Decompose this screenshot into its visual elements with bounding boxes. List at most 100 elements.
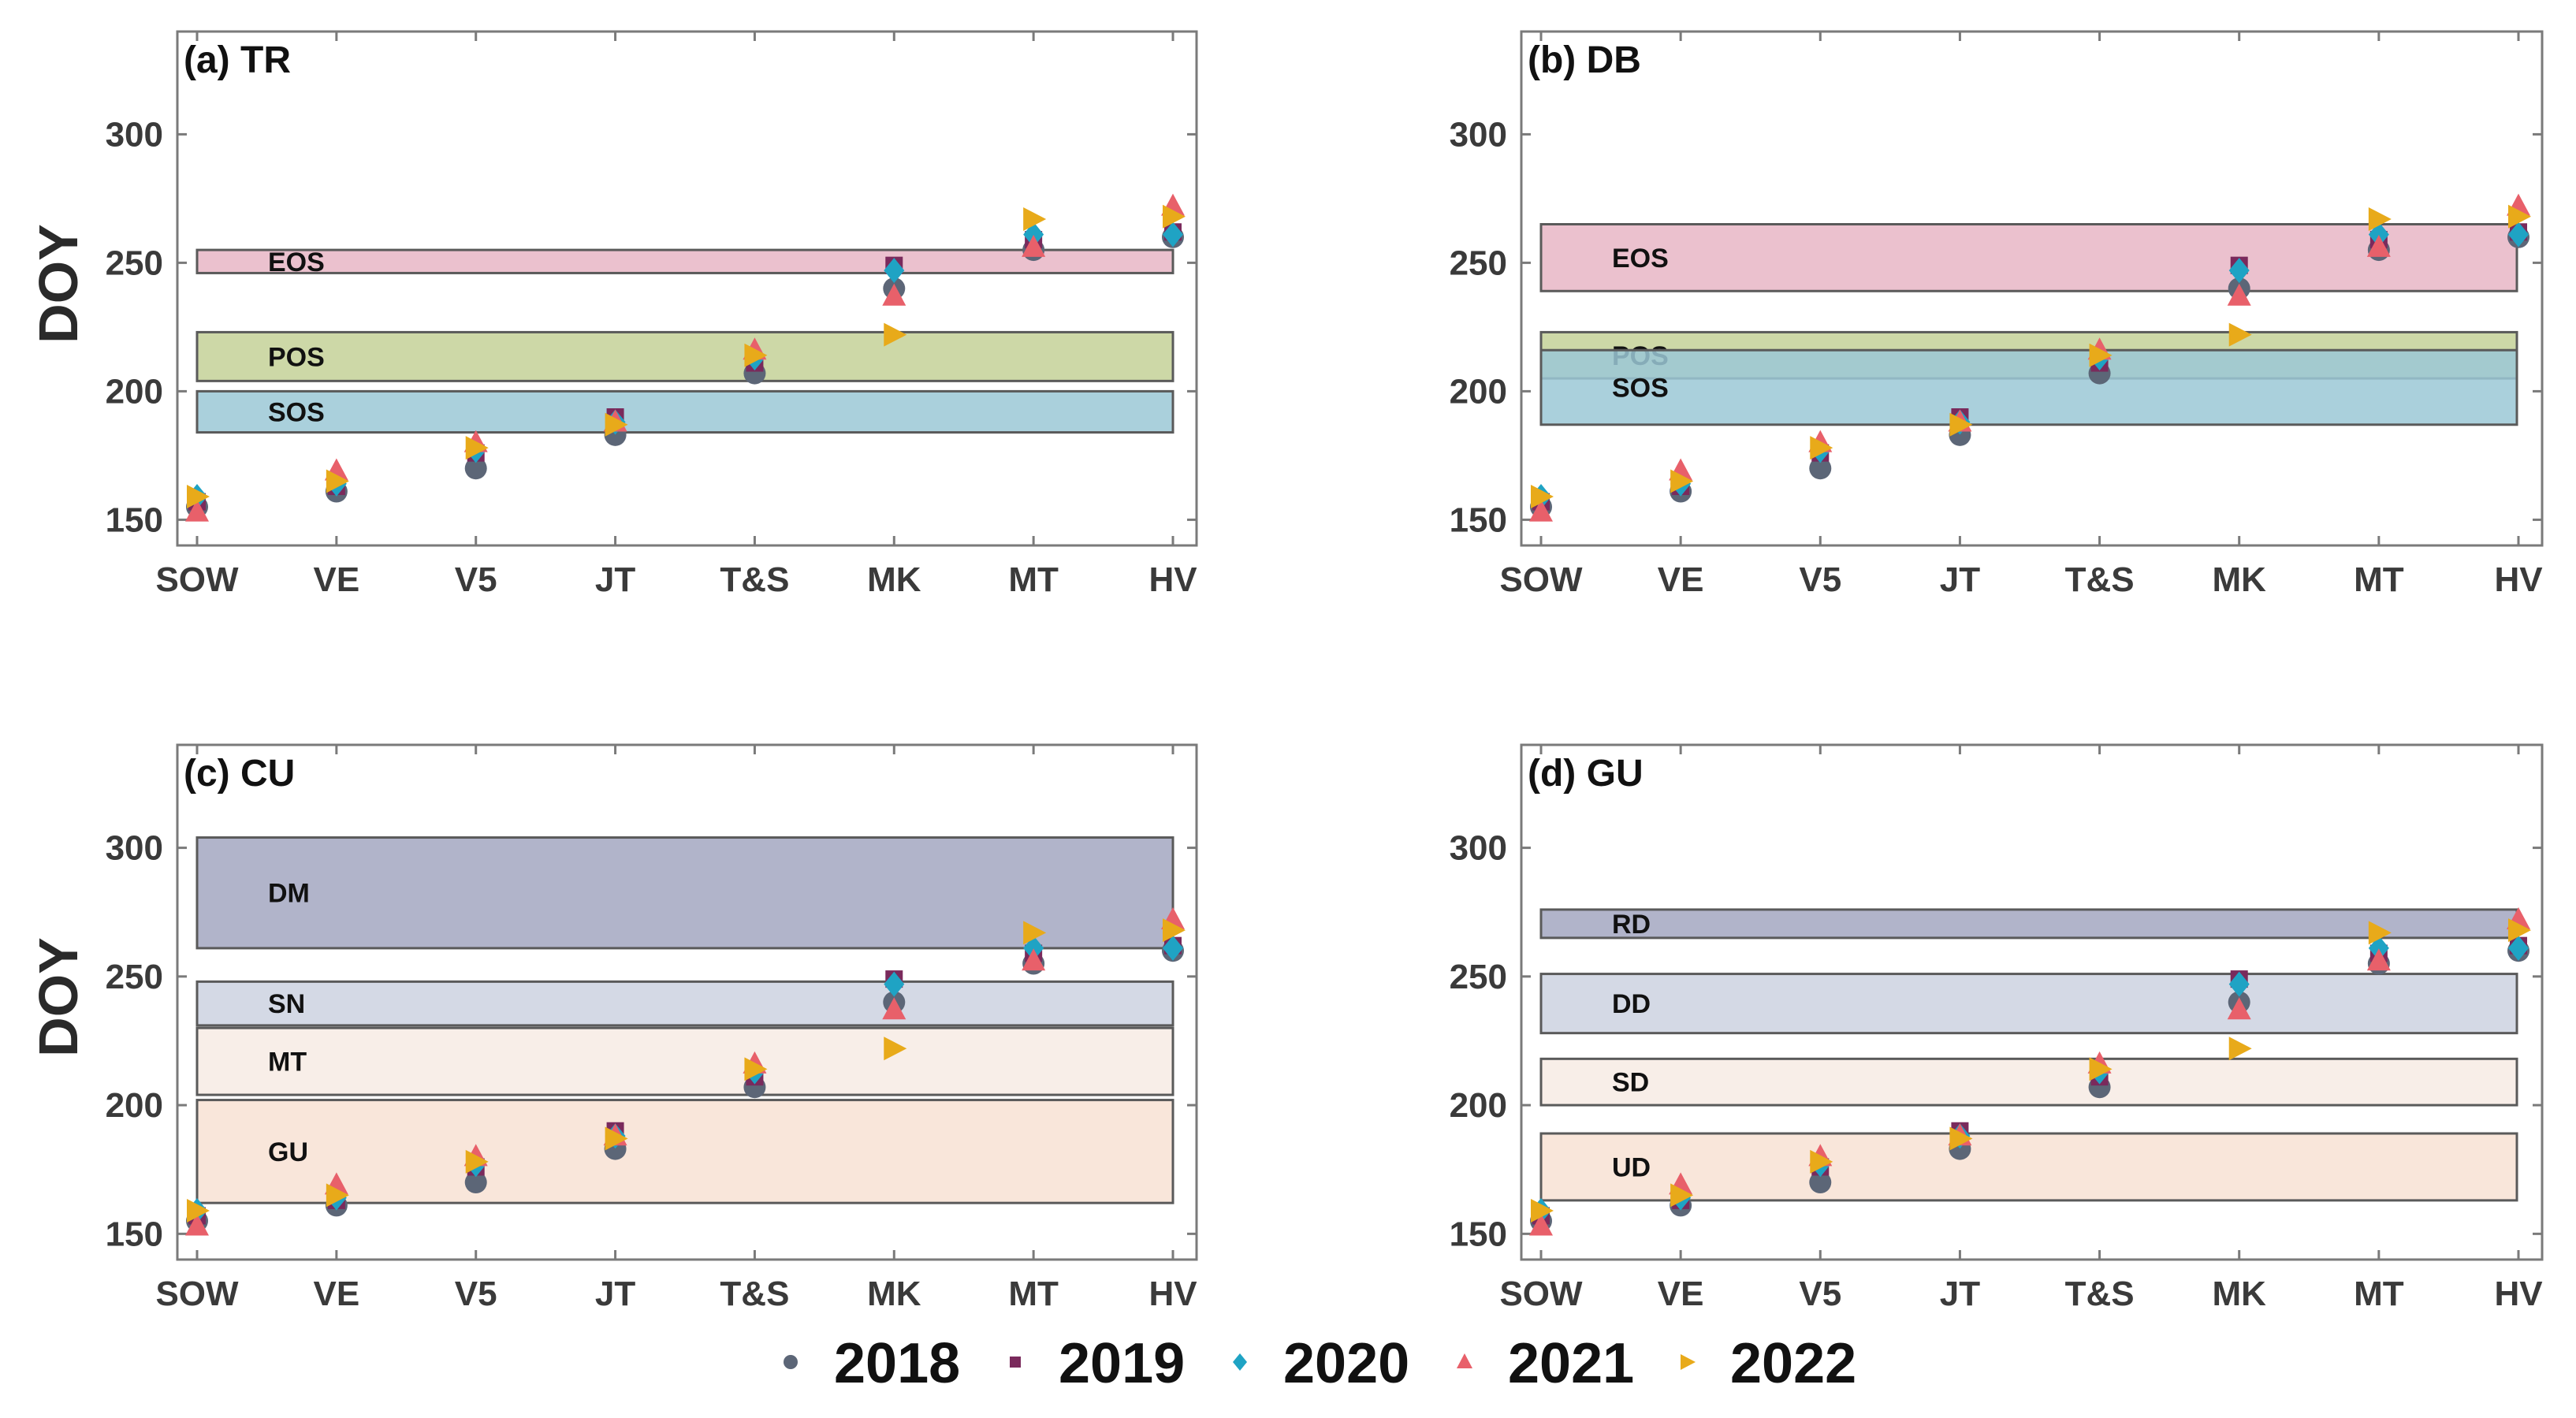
legend-item-2020: 2020 [1233, 1332, 1409, 1395]
point-2022-MK [884, 1037, 907, 1061]
point-2022-JT [1949, 412, 1973, 437]
band-label-dd: DD [1612, 989, 1651, 1019]
point-2022-HV [2508, 204, 2531, 229]
point-2021-MK [882, 997, 906, 1020]
panel-2: EOSPOSSOS150200250300SOWVEV5JTT&SMKMTHV(… [1450, 30, 2544, 599]
x-tick-label: HV [1148, 560, 1197, 599]
legend-marker-2021 [1457, 1353, 1472, 1368]
point-2022-MK [884, 322, 907, 347]
point-2022-SOW [1531, 485, 1554, 509]
y-tick-label: 300 [106, 829, 163, 868]
x-tick-label: MK [867, 1275, 921, 1313]
x-tick-label: T&S [2065, 1275, 2135, 1313]
y-tick-label: 250 [106, 244, 163, 282]
y-tick-label: 150 [106, 501, 163, 539]
legend: 2018 2019 2020 2021 2022 [784, 1332, 1856, 1395]
point-2021-MK [2227, 997, 2251, 1020]
legend-marker-2019 [1010, 1357, 1021, 1368]
band-gu [195, 1099, 1174, 1204]
x-tick-label: MT [2354, 1275, 2404, 1313]
panel-title: (b) DB [1528, 39, 1641, 81]
band-rd [1539, 908, 2518, 940]
band-sd [1539, 1057, 2518, 1107]
x-tick-label: VE [1658, 1275, 1704, 1313]
band-label-gu: GU [268, 1137, 308, 1167]
point-2021-MT [1022, 948, 1046, 971]
band-ud [1539, 1132, 2518, 1202]
legend-marker-2020 [1233, 1353, 1247, 1371]
band-sn [195, 980, 1174, 1027]
y-axis-label-top: DOY [28, 224, 89, 344]
y-tick-label: 200 [1450, 372, 1507, 411]
point-2018-V5 [1809, 1171, 1832, 1194]
point-2022-V5 [1810, 1149, 1833, 1174]
panel-title: (d) GU [1528, 753, 1644, 795]
x-tick-label: MK [867, 560, 921, 599]
band-dm [195, 836, 1174, 950]
point-2022-SOW [187, 485, 210, 509]
x-tick-label: SOW [155, 560, 239, 599]
y-axis-label-bottom: DOY [28, 937, 89, 1057]
x-tick-label: V5 [455, 1275, 497, 1313]
panel-frame [176, 30, 1198, 547]
point-2022-V5 [465, 436, 489, 460]
point-2022-JT [605, 412, 628, 437]
y-tick-label: 150 [1450, 501, 1507, 539]
x-tick-label: JT [1940, 1275, 1980, 1313]
band-label-sn: SN [268, 989, 305, 1019]
band-eos [1539, 223, 2518, 292]
x-tick-label: MT [1008, 560, 1059, 599]
point-2022-V5 [1810, 436, 1833, 460]
legend-marker-2018 [784, 1355, 798, 1369]
legend-item-2019: 2019 [1010, 1332, 1185, 1395]
point-2022-JT [1949, 1126, 1973, 1151]
panel-3: DM SN MT GU 150 200 250 300 SOW VE V5 JT T&S MK MT HV (c… [106, 743, 1198, 1313]
band-dd [1539, 973, 2518, 1035]
band-label-eos: EOS [1612, 244, 1669, 274]
point-2022-VE [326, 1183, 349, 1208]
x-tick-label: SOW [1499, 1275, 1583, 1313]
point-2022-T&S [744, 343, 768, 367]
legend-label-2022: 2022 [1730, 1332, 1856, 1395]
point-2022-HV [2508, 918, 2531, 943]
point-2018-V5 [464, 1171, 487, 1194]
legend-label-2020: 2020 [1283, 1332, 1409, 1395]
legend-label-2019: 2019 [1059, 1332, 1185, 1395]
point-2022-MT [1023, 921, 1047, 945]
x-tick-label: MT [2354, 560, 2404, 599]
x-tick-label: HV [1148, 1275, 1197, 1313]
x-tick-label: HV [2494, 1275, 2543, 1313]
x-tick-label: T&S [720, 560, 789, 599]
point-2021-MK [2227, 283, 2251, 306]
x-tick-label: MK [2212, 1275, 2266, 1313]
point-2022-JT [605, 1126, 628, 1151]
point-2022-MT [2368, 207, 2392, 231]
point-2022-VE [326, 469, 349, 493]
point-2021-MT [2366, 234, 2391, 257]
point-2021-MK [882, 283, 906, 306]
y-tick-label: 200 [106, 372, 163, 411]
x-tick-label: VE [314, 560, 360, 599]
band-label-sos: SOS [268, 397, 325, 427]
x-tick-label: MT [1008, 1275, 1059, 1313]
y-tick-label: 300 [1450, 829, 1507, 868]
x-tick-label: JT [595, 1275, 635, 1313]
point-2022-VE [1670, 469, 1694, 493]
legend-label-2021: 2021 [1508, 1332, 1634, 1395]
x-tick-label: SOW [155, 1275, 239, 1313]
point-2022-MK [2228, 322, 2252, 347]
y-tick-label: 200 [1450, 1086, 1507, 1125]
band-sos [1539, 348, 2518, 426]
point-2022-T&S [2089, 343, 2113, 367]
point-2022-SOW [187, 1198, 210, 1223]
band-label-eos: EOS [268, 247, 325, 277]
point-2020-HV [1163, 935, 1183, 961]
point-2018-V5 [1809, 457, 1832, 480]
point-2022-VE [1670, 1183, 1694, 1208]
panels: EOS POS SOS 150 200 250 300 SOW VE V5 JT T&S MK MT HV (… [106, 30, 2544, 1313]
point-2021-SOW [185, 1213, 209, 1236]
x-tick-label: VE [314, 1275, 360, 1313]
panel-title: (a) TR [184, 39, 291, 81]
point-2022-T&S [2089, 1057, 2113, 1081]
point-2022-V5 [465, 1149, 489, 1174]
